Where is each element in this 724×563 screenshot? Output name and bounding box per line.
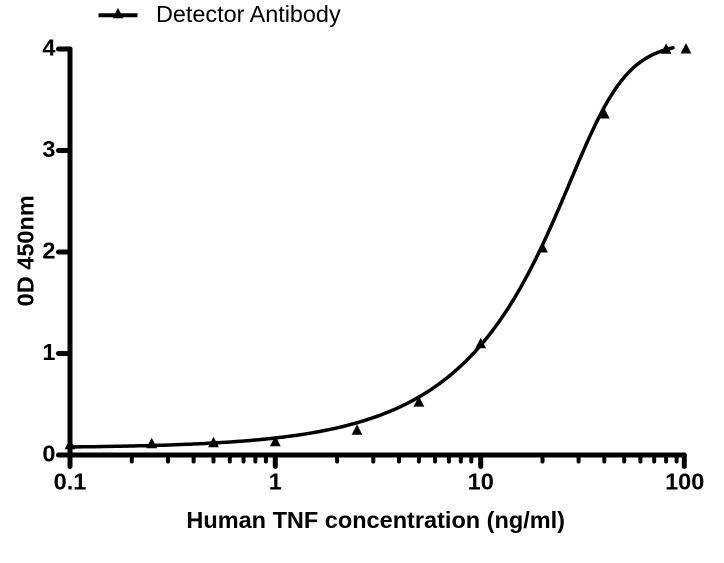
svg-text:0: 0: [42, 440, 55, 466]
svg-text:Human TNF concentration (ng/ml: Human TNF concentration (ng/ml): [186, 507, 565, 533]
svg-text:10: 10: [468, 469, 494, 495]
svg-text:Detector Antibody: Detector Antibody: [156, 1, 341, 27]
svg-text:100: 100: [665, 469, 704, 495]
svg-text:0.1: 0.1: [54, 469, 87, 495]
svg-text:3: 3: [42, 136, 55, 162]
svg-text:1: 1: [269, 469, 282, 495]
svg-text:1: 1: [42, 339, 55, 365]
svg-text:4: 4: [42, 34, 55, 60]
svg-text:2: 2: [42, 237, 55, 263]
svg-text:0D 450nm: 0D 450nm: [13, 195, 39, 306]
